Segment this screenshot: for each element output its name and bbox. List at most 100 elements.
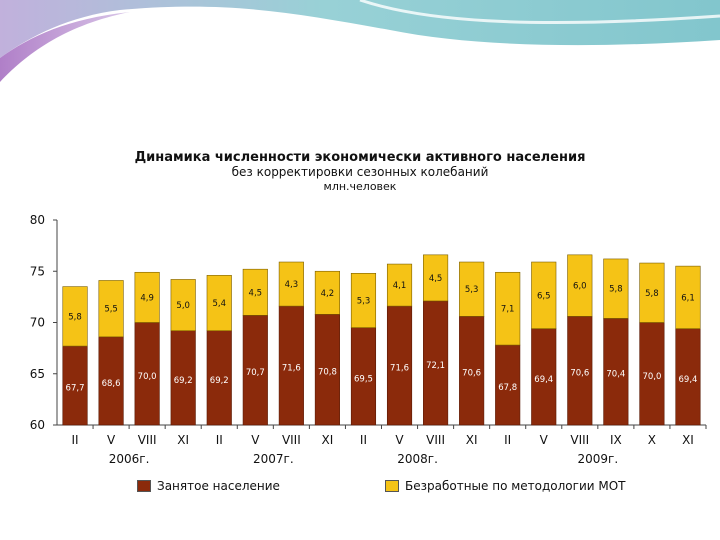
data-label-employed: 69,5 — [354, 374, 373, 384]
legend-label-unemployed: Безработные по методологии МОТ — [405, 479, 626, 493]
data-label-employed: 67,7 — [66, 384, 85, 394]
bar-unemployed — [495, 271, 521, 346]
data-label-unemployed: 4,1 — [393, 281, 407, 291]
year-group-label: 2006г. — [109, 452, 150, 466]
data-label-unemployed: 5,3 — [465, 285, 479, 295]
chart-subtitle: без корректировки сезонных колебаний — [231, 165, 489, 179]
x-tick-label: VIII — [282, 433, 301, 447]
x-tick-label: II — [216, 433, 223, 447]
legend-item-unemployed: Безработные по методологии МОТ — [385, 479, 625, 493]
data-label-unemployed: 5,4 — [212, 299, 226, 309]
year-group-label: 2009г. — [577, 452, 618, 466]
x-tick-label: II — [71, 433, 78, 447]
x-tick-label: XI — [177, 433, 189, 447]
data-label-unemployed: 5,0 — [176, 301, 190, 311]
bar-unemployed — [62, 286, 88, 347]
bar-employed — [423, 300, 449, 426]
data-label-unemployed: 5,8 — [68, 312, 82, 322]
data-label-unemployed: 4,2 — [321, 289, 335, 299]
stacked-bar-chart: 60 65 70 75 80 67,7 5,8 II 68,6 5,5 V 70,0 4,9 VIII 69… — [30, 213, 707, 466]
x-tick-label: VIII — [138, 433, 157, 447]
x-tick-label: X — [648, 433, 656, 447]
bar-employed — [98, 336, 124, 426]
data-label-unemployed: 4,3 — [285, 280, 299, 290]
data-label-employed: 69,4 — [679, 375, 698, 385]
bar-unemployed — [567, 254, 593, 317]
bar-unemployed — [639, 262, 665, 323]
data-label-unemployed: 5,3 — [357, 296, 371, 306]
bar-unemployed — [531, 261, 557, 329]
year-group-label: 2007г. — [253, 452, 294, 466]
y-tick-label: 75 — [30, 264, 45, 278]
bar-employed — [350, 327, 377, 426]
bar-unemployed — [675, 265, 701, 329]
bar-unemployed — [98, 280, 124, 338]
bar-unemployed — [423, 254, 449, 302]
data-label-unemployed: 6,0 — [573, 282, 587, 292]
data-label-employed: 67,8 — [498, 383, 517, 393]
y-tick-label: 80 — [30, 213, 45, 227]
x-tick-label: XI — [466, 433, 478, 447]
data-label-employed: 70,6 — [462, 369, 481, 379]
legend-swatch-employed — [137, 480, 151, 492]
data-label-unemployed: 5,8 — [645, 289, 659, 299]
chart-title-block: Динамика численности экономически активн… — [0, 150, 720, 193]
bar-employed — [278, 305, 304, 426]
bar-unemployed — [206, 275, 232, 332]
data-label-employed: 72,1 — [426, 361, 445, 371]
bar-employed — [62, 345, 88, 426]
bar-employed — [170, 330, 196, 426]
bar-unemployed — [134, 271, 160, 323]
data-label-unemployed: 5,5 — [104, 305, 118, 315]
year-group-label: 2008г. — [397, 452, 438, 466]
x-tick-label: V — [251, 433, 260, 447]
data-label-unemployed: 4,5 — [429, 274, 443, 284]
x-tick-label: II — [360, 433, 367, 447]
bar-employed — [206, 330, 232, 426]
chart-title: Динамика численности экономически активн… — [134, 150, 586, 165]
y-tick-label: 65 — [30, 367, 45, 381]
legend-label-employed: Занятое население — [157, 479, 280, 493]
swoosh-white-line — [359, 0, 720, 24]
data-label-unemployed: 6,1 — [681, 293, 695, 303]
x-tick-label: IX — [610, 433, 622, 447]
bar-employed — [675, 328, 701, 426]
swoosh-teal — [0, 0, 720, 58]
bar-unemployed — [170, 279, 196, 332]
bar-employed — [639, 322, 665, 426]
data-label-employed: 71,6 — [390, 364, 409, 374]
data-label-employed: 70,7 — [246, 368, 265, 378]
x-tick-label: VIII — [426, 433, 445, 447]
bar-employed — [495, 344, 521, 426]
bar-employed — [314, 313, 340, 426]
x-tick-label: V — [107, 433, 116, 447]
data-label-unemployed: 7,1 — [501, 305, 515, 315]
swoosh-purple — [0, 12, 130, 82]
data-label-unemployed: 6,5 — [537, 291, 551, 301]
x-tick-label: V — [540, 433, 549, 447]
bar-employed — [459, 316, 485, 426]
bar-unemployed — [459, 261, 485, 317]
data-label-unemployed: 4,5 — [249, 288, 263, 298]
data-label-employed: 69,2 — [210, 376, 229, 386]
bar-employed — [531, 328, 557, 426]
x-tick-label: V — [395, 433, 404, 447]
data-label-employed: 70,6 — [570, 369, 589, 379]
bar-unemployed — [242, 268, 268, 316]
x-tick-label: XI — [682, 433, 694, 447]
bar-employed — [134, 322, 160, 426]
bar-unemployed — [603, 258, 629, 319]
data-label-employed: 70,0 — [138, 372, 157, 382]
bar-unemployed — [350, 272, 377, 328]
data-label-employed: 71,6 — [282, 364, 301, 374]
data-label-employed: 70,0 — [642, 372, 661, 382]
bar-unemployed — [386, 263, 413, 307]
data-label-employed: 70,4 — [606, 370, 625, 380]
data-label-unemployed: 4,9 — [140, 293, 154, 303]
y-tick-label: 60 — [30, 418, 45, 432]
data-label-employed: 70,8 — [318, 368, 337, 378]
bar-employed — [567, 316, 593, 426]
x-tick-label: VIII — [570, 433, 589, 447]
bar-employed — [386, 305, 413, 426]
y-tick-label: 70 — [30, 316, 45, 330]
